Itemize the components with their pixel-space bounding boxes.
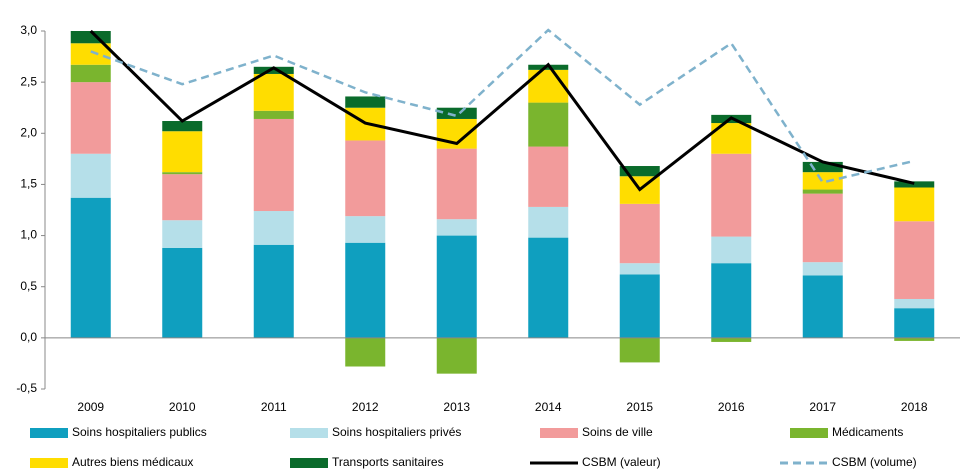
- bar-segment: [162, 131, 203, 173]
- x-tick-label: 2016: [718, 400, 745, 414]
- bar-segment: [894, 337, 935, 341]
- bar-segment: [162, 121, 203, 132]
- x-tick-label: 2018: [901, 400, 928, 414]
- bar-segment: [528, 102, 569, 147]
- bar-segment: [894, 187, 935, 222]
- line-series: [90, 28, 915, 184]
- bar-segment: [894, 298, 935, 309]
- bar-segment: [253, 110, 294, 119]
- y-tick-label: 1,5: [20, 177, 37, 191]
- bar-segment: [253, 118, 294, 212]
- bar-segment: [436, 148, 477, 220]
- bar-segment: [436, 235, 477, 338]
- bar-segment: [802, 275, 843, 338]
- legend-swatch: [30, 428, 68, 438]
- legend-label: Soins hospitaliers publics: [72, 425, 207, 439]
- x-tick-label: 2014: [535, 400, 562, 414]
- bar-segment: [345, 216, 386, 243]
- bar-segment: [711, 236, 752, 264]
- bar-segment: [253, 244, 294, 338]
- bar-segment: [711, 263, 752, 338]
- bar-segment: [162, 220, 203, 248]
- bar-segment: [802, 189, 843, 194]
- bar-segment: [528, 64, 569, 70]
- bar-segment: [253, 211, 294, 245]
- bar-segment: [345, 337, 386, 367]
- bar-segment: [162, 172, 203, 175]
- x-tick-label: 2009: [77, 400, 104, 414]
- bar-segment: [802, 262, 843, 276]
- bar-segment: [436, 337, 477, 374]
- x-tick-label: 2013: [443, 400, 470, 414]
- x-tick-label: 2015: [626, 400, 653, 414]
- bar-segment: [70, 82, 111, 154]
- bar-segment: [619, 274, 660, 338]
- legend-swatch: [30, 458, 68, 468]
- bar-segment: [436, 219, 477, 236]
- legend-swatch: [540, 428, 578, 438]
- bar-segment: [528, 146, 569, 207]
- y-tick-label: 2,0: [20, 125, 37, 139]
- legend-label: Soins de ville: [582, 425, 653, 439]
- legend-label: Transports sanitaires: [332, 455, 444, 469]
- bar-segment: [528, 237, 569, 338]
- bar-segment: [619, 263, 660, 275]
- legend-label: Médicaments: [832, 425, 903, 439]
- bar-segment: [70, 153, 111, 198]
- bar-segment: [70, 197, 111, 338]
- legend-label: CSBM (valeur): [582, 455, 661, 469]
- y-tick-label: 0,0: [20, 330, 37, 344]
- bar-segment: [162, 247, 203, 338]
- legend-swatch: [290, 428, 328, 438]
- y-tick-label: -0,5: [16, 381, 37, 395]
- bar-segment: [802, 172, 843, 190]
- x-tick-label: 2010: [169, 400, 196, 414]
- bar-segment: [253, 66, 294, 74]
- legend-swatch: [290, 458, 328, 468]
- x-tick-label: 2012: [352, 400, 379, 414]
- bar-segment: [253, 73, 294, 111]
- bar-segment: [711, 153, 752, 237]
- bar-segment: [345, 96, 386, 108]
- x-tick-label: 2017: [809, 400, 836, 414]
- line-series: [89, 29, 915, 192]
- legend-label: Autres biens médicaux: [72, 455, 193, 469]
- bar-segment: [619, 203, 660, 264]
- bar-segment: [70, 43, 111, 65]
- bar-segment: [436, 107, 477, 119]
- legend-swatch: [790, 428, 828, 438]
- y-tick-label: 1,0: [20, 228, 37, 242]
- x-tick-label: 2011: [261, 400, 287, 414]
- bar-segment: [528, 206, 569, 238]
- legend-label: CSBM (volume): [832, 455, 917, 469]
- bar-segment: [894, 308, 935, 338]
- bar-segment: [711, 337, 752, 342]
- y-tick-label: 3,0: [20, 23, 37, 37]
- bar-segment: [619, 166, 660, 177]
- bar-segment: [70, 64, 111, 83]
- legend-label: Soins hospitaliers privés: [332, 425, 461, 439]
- bar-segment: [894, 181, 935, 188]
- bar-segment: [345, 140, 386, 217]
- y-tick-label: 2,5: [20, 74, 37, 88]
- bar-segment: [619, 337, 660, 363]
- bar-segment: [894, 221, 935, 299]
- bar-segment: [802, 193, 843, 263]
- bar-segment: [162, 174, 203, 221]
- y-tick-label: 0,5: [20, 279, 37, 293]
- bar-segment: [802, 161, 843, 173]
- bar-segment: [345, 242, 386, 338]
